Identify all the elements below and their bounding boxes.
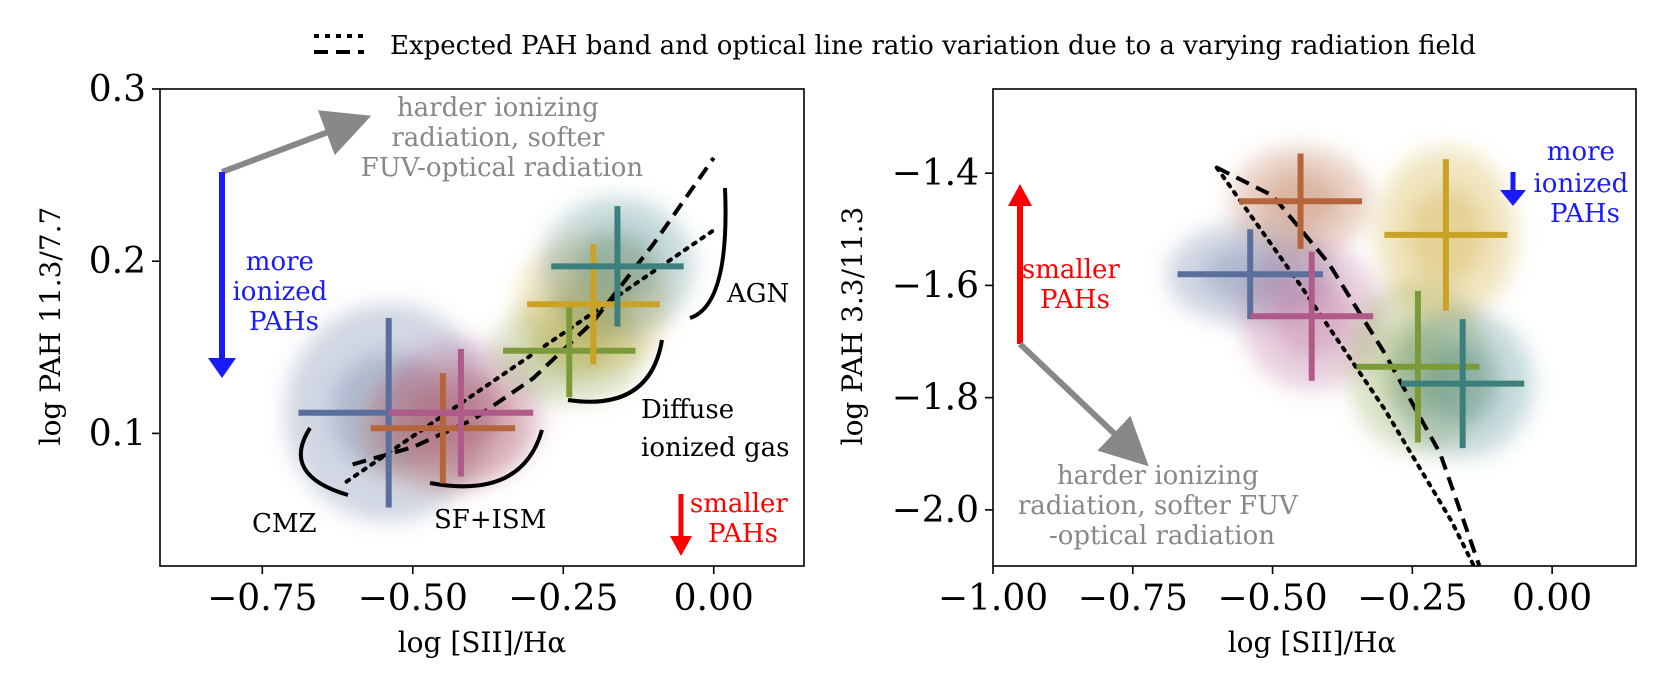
x-tick-label: 0.00 — [674, 578, 754, 619]
right-harder-line1: harder ionizing — [1057, 461, 1259, 491]
left-more-ionized-text: more ionized PAHs — [232, 247, 335, 337]
bracket-agn — [689, 187, 728, 320]
x-tick-label: −0.25 — [508, 578, 618, 619]
label-cmz: CMZ — [252, 509, 317, 539]
y-tick-label: −1.8 — [892, 378, 979, 419]
dotted-model-line — [344, 228, 716, 484]
error-cross — [1401, 319, 1525, 449]
y-tick-label: −1.6 — [892, 265, 979, 306]
right-more-line2: ionized — [1533, 169, 1628, 199]
right-error-bars — [1177, 153, 1525, 449]
right-model-lines — [1214, 165, 1482, 568]
right-smaller-arrowhead — [1008, 184, 1032, 206]
right-harder-arrow — [1017, 341, 1149, 467]
data-point — [1441, 230, 1450, 239]
y-tick-label: −1.4 — [892, 153, 979, 194]
data-point — [1296, 197, 1305, 206]
label-agn: AGN — [726, 279, 789, 309]
error-cross — [1384, 159, 1508, 311]
right-smaller-text: smaller PAHs — [1022, 255, 1128, 315]
data-point — [456, 408, 465, 417]
error-cross — [551, 206, 684, 327]
data-point — [565, 346, 574, 355]
left-model-lines — [344, 156, 716, 484]
label-diffuse-line2: ionized gas — [641, 433, 790, 463]
right-axes-frame — [992, 88, 1637, 567]
bracket-sfism — [429, 429, 544, 489]
right-more-line1: more — [1547, 137, 1615, 167]
dashed-model-line — [352, 156, 716, 467]
right-more-line3: PAHs — [1550, 199, 1620, 229]
right-xlabel: log [SII]/Hα — [1228, 626, 1397, 659]
left-harder-line1: harder ionizing — [397, 93, 599, 123]
y-tick-label: −2.0 — [892, 490, 979, 531]
left-panel: −0.75 −0.50 −0.25 0.00 0.1 0.2 0.3 harder ioni… — [34, 69, 805, 659]
right-smaller-line2: PAHs — [1040, 285, 1110, 315]
left-harder-line2: radiation, softer — [391, 123, 605, 153]
label-sfism: SF+ISM — [434, 505, 546, 535]
data-point — [589, 300, 598, 309]
right-harder-text: harder ionizing radiation, softer FUV -o… — [1018, 461, 1306, 551]
x-tick-label: −0.75 — [1078, 578, 1188, 619]
legend-text: Expected PAH band and optical line ratio… — [390, 31, 1476, 61]
data-point — [613, 262, 622, 271]
data-point — [438, 424, 447, 433]
left-ylabel: log PAH 11.3/7.7 — [34, 207, 67, 446]
left-density-contours — [284, 197, 694, 522]
y-tick-label: 0.1 — [89, 413, 146, 454]
label-diffuse-line1: Diffuse — [641, 395, 734, 425]
error-cross — [1239, 153, 1363, 249]
x-tick-label: −0.50 — [1217, 578, 1327, 619]
left-harder-line3: FUV-optical radiation — [361, 153, 644, 183]
data-point — [1307, 312, 1316, 321]
left-ticks: −0.75 −0.50 −0.25 0.00 0.1 0.2 0.3 — [89, 69, 754, 619]
data-point — [1413, 362, 1422, 371]
error-cross — [370, 373, 516, 484]
error-cross — [1250, 251, 1374, 381]
left-harder-arrow — [220, 110, 372, 175]
error-cross — [1356, 291, 1480, 443]
right-smaller-line1: smaller — [1022, 255, 1121, 285]
right-panel: −1.00 −0.75 −0.50 −0.25 0.00 −2.0 −1.8 −1.6 −1.4… — [836, 88, 1637, 659]
y-tick-label: 0.2 — [89, 241, 146, 282]
right-density-contours — [1166, 146, 1534, 458]
left-smaller-line1: smaller — [690, 489, 789, 519]
left-smaller-arrowhead — [670, 536, 692, 556]
left-xlabel: log [SII]/Hα — [398, 626, 567, 659]
error-cross — [388, 349, 534, 477]
left-smaller-text: smaller PAHs — [690, 489, 796, 549]
left-more-line3: PAHs — [249, 307, 319, 337]
label-diffuse: Diffuse ionized gas — [641, 395, 790, 463]
bracket-cmz — [298, 426, 349, 497]
left-error-bars — [298, 206, 684, 508]
x-tick-label: −1.00 — [938, 578, 1048, 619]
right-ylabel: log PAH 3.3/11.3 — [836, 207, 869, 446]
dotted-model-line — [1214, 165, 1476, 568]
left-more-ionized-arrowhead — [208, 358, 236, 378]
left-region-brackets — [298, 187, 728, 497]
left-axes-frame — [159, 88, 805, 567]
x-tick-label: 0.00 — [1512, 578, 1592, 619]
data-point — [1458, 379, 1467, 388]
right-harder-line3: -optical radiation — [1049, 521, 1275, 551]
x-tick-label: −0.50 — [358, 578, 468, 619]
bracket-diffuse — [567, 339, 664, 404]
left-harder-text: harder ionizing radiation, softer FUV-op… — [361, 93, 644, 183]
left-smaller-line2: PAHs — [708, 519, 778, 549]
right-more-ionized-text: more ionized PAHs — [1533, 137, 1636, 229]
x-tick-label: −0.25 — [1357, 578, 1467, 619]
left-more-line1: more — [246, 247, 314, 277]
left-more-line2: ionized — [232, 277, 327, 307]
dashed-model-line — [1215, 165, 1482, 567]
right-harder-line2: radiation, softer FUV — [1018, 491, 1299, 521]
legend: Expected PAH band and optical line ratio… — [314, 31, 1476, 61]
right-more-ionized-arrowhead — [1500, 190, 1526, 206]
y-tick-label: 0.3 — [89, 69, 146, 110]
data-point — [1246, 270, 1255, 279]
error-cross — [1177, 229, 1323, 320]
error-cross — [503, 304, 636, 398]
right-ticks: −1.00 −0.75 −0.50 −0.25 0.00 −2.0 −1.8 −1.6 −1.4 — [892, 153, 1593, 619]
x-tick-label: −0.75 — [207, 578, 317, 619]
